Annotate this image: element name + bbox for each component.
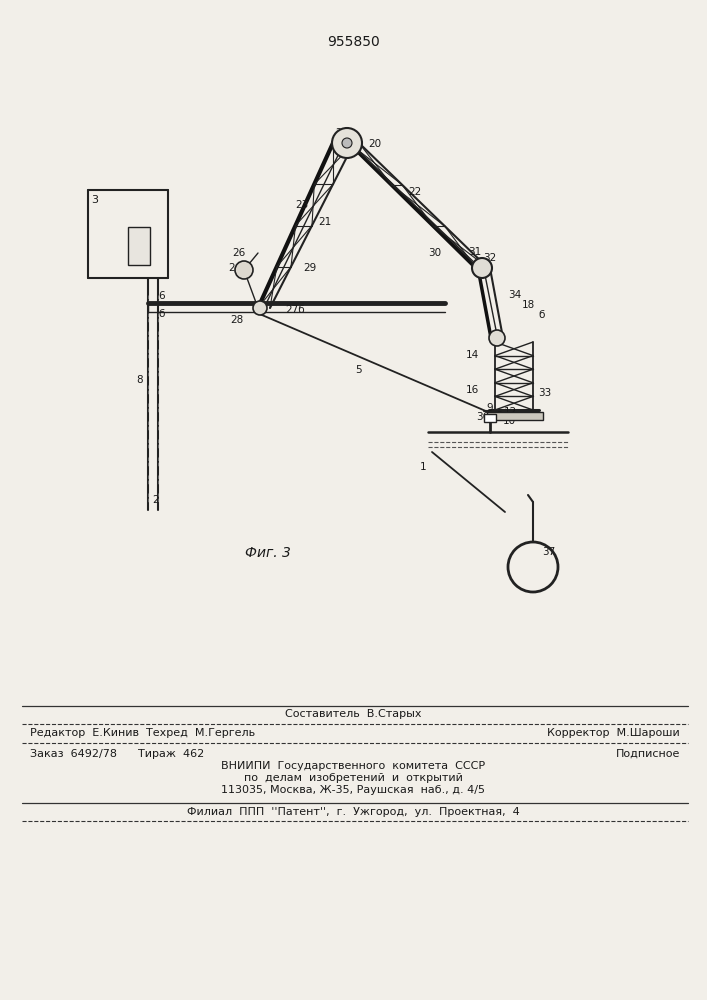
Circle shape (472, 258, 492, 278)
Text: Фиг. 3: Фиг. 3 (245, 546, 291, 560)
Circle shape (253, 301, 267, 315)
Text: Корректор  М.Шароши: Корректор М.Шароши (547, 728, 680, 738)
Text: 113035, Москва, Ж-35, Раушская  наб., д. 4/5: 113035, Москва, Ж-35, Раушская наб., д. … (221, 785, 485, 795)
Circle shape (489, 330, 505, 346)
Text: 26: 26 (232, 248, 245, 258)
Text: 25: 25 (335, 128, 349, 138)
Text: 21: 21 (318, 217, 332, 227)
Text: 1: 1 (420, 462, 426, 472)
Text: 14: 14 (466, 350, 479, 360)
Text: 37: 37 (542, 547, 555, 557)
Text: Составитель  В.Старых: Составитель В.Старых (285, 709, 421, 719)
Text: 32: 32 (483, 253, 496, 263)
Text: 19: 19 (491, 411, 504, 421)
Text: 29: 29 (303, 263, 316, 273)
Bar (128, 227, 150, 265)
Text: 18: 18 (522, 300, 535, 310)
Text: 20: 20 (368, 139, 381, 149)
Text: 16: 16 (466, 385, 479, 395)
Circle shape (342, 138, 352, 148)
Text: 28: 28 (230, 315, 243, 325)
Text: б: б (538, 310, 544, 320)
Text: 10: 10 (503, 416, 516, 426)
Text: 36: 36 (476, 412, 489, 422)
Text: Подписное: Подписное (616, 749, 680, 759)
Text: по  делам  изобретений  и  открытий: по делам изобретений и открытий (244, 773, 462, 783)
Text: 3: 3 (91, 195, 98, 205)
Text: 24: 24 (228, 263, 241, 273)
Text: 31: 31 (468, 247, 481, 257)
Text: 9: 9 (486, 403, 493, 413)
Text: 955850: 955850 (327, 35, 380, 49)
Text: 12: 12 (504, 407, 518, 417)
Text: ВНИИПИ  Государственного  комитета  СССР: ВНИИПИ Государственного комитета СССР (221, 761, 485, 771)
Text: 8: 8 (136, 375, 143, 385)
Circle shape (332, 128, 362, 158)
Text: Заказ  6492/78      Тираж  462: Заказ 6492/78 Тираж 462 (30, 749, 204, 759)
Text: б: б (158, 309, 164, 319)
Circle shape (235, 261, 253, 279)
Text: Филиал  ППП  ''Патент'',  г.  Ужгород,  ул.  Проектная,  4: Филиал ППП ''Патент'', г. Ужгород, ул. П… (187, 807, 520, 817)
Text: 27б: 27б (285, 305, 305, 315)
Text: 34: 34 (508, 290, 521, 300)
Text: 2: 2 (152, 495, 158, 505)
Text: 7: 7 (132, 245, 139, 255)
Text: 5: 5 (355, 365, 361, 375)
Text: 22: 22 (408, 187, 421, 197)
Bar (487, 412, 543, 420)
Text: 30: 30 (428, 248, 441, 258)
Text: 33: 33 (538, 388, 551, 398)
Text: 23: 23 (295, 200, 308, 210)
Bar (484, 414, 496, 422)
Text: Редактор  Е.Кинив  Техред  М.Гергель: Редактор Е.Кинив Техред М.Гергель (30, 728, 255, 738)
Text: 6: 6 (158, 291, 165, 301)
